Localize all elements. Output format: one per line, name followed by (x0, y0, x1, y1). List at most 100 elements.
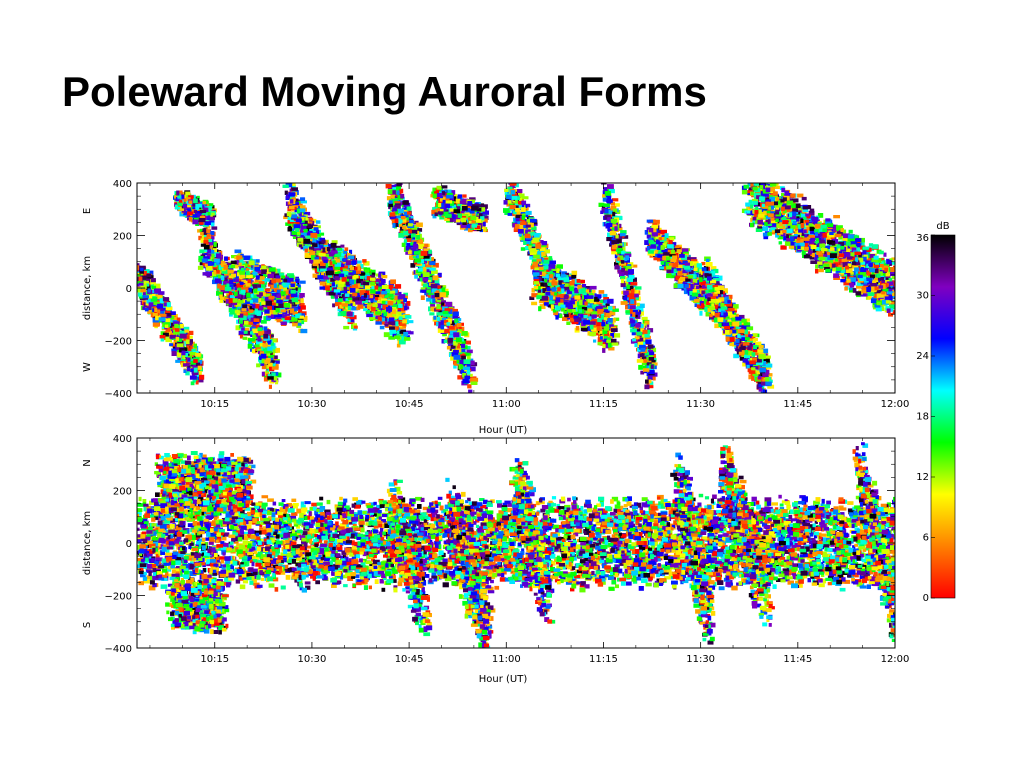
echo-point (189, 352, 197, 356)
echo-point (347, 286, 352, 292)
echo-point (381, 279, 386, 284)
echo-point (234, 289, 238, 293)
echo-point (144, 307, 149, 312)
echo-point (306, 235, 312, 240)
echo-point (278, 282, 283, 286)
echo-point (344, 293, 350, 297)
echo-point (335, 259, 341, 263)
echo-point (337, 307, 341, 312)
echo-point (318, 263, 326, 269)
echo-point (431, 288, 437, 293)
echo-point (381, 285, 389, 289)
echo-point (342, 267, 347, 271)
echo-point (154, 307, 158, 312)
echo-point (311, 260, 315, 264)
echo-point (211, 226, 218, 230)
echo-point (232, 298, 238, 303)
echo-point (190, 356, 196, 360)
echo-point (296, 208, 301, 214)
echo-point (179, 190, 183, 195)
echo-point (291, 187, 298, 191)
echo-point (216, 269, 220, 274)
echo-point (228, 274, 233, 279)
echo-point (196, 199, 200, 204)
echo-point (337, 298, 343, 303)
echo-point (365, 294, 369, 300)
echo-point (313, 259, 321, 264)
echo-point (428, 306, 432, 312)
echo-point (377, 303, 382, 308)
echo-point (399, 301, 404, 306)
echo-point (203, 256, 210, 261)
echo-point (369, 315, 376, 320)
echo-point (276, 294, 282, 299)
echo-point (228, 298, 235, 303)
echo-point (481, 218, 488, 223)
echo-point (248, 341, 254, 346)
echo-point (409, 255, 414, 260)
echo-point (381, 291, 388, 295)
echo-point (285, 313, 290, 318)
echo-point (312, 229, 320, 234)
echo-point (460, 364, 464, 369)
echo-point (137, 288, 141, 293)
echo-point (274, 306, 280, 310)
echo-point (351, 284, 359, 290)
echo-point (265, 370, 270, 375)
echo-point (183, 326, 190, 331)
echo-point (410, 242, 415, 246)
echo-point (288, 192, 295, 197)
echo-point (386, 313, 392, 318)
echo-point (437, 285, 441, 289)
echo-point (467, 384, 472, 389)
echo-point (338, 273, 345, 278)
echo-point (325, 267, 333, 271)
echo-point (313, 245, 320, 251)
echo-point (379, 294, 385, 299)
echo-point (396, 343, 401, 348)
echo-point (265, 290, 269, 294)
echo-point (459, 359, 466, 364)
echo-point (334, 266, 341, 270)
echo-point (199, 202, 206, 206)
echo-point (142, 275, 147, 280)
echo-point (360, 275, 365, 279)
echo-point (276, 299, 283, 304)
echo-point (189, 335, 193, 339)
echo-point (149, 306, 154, 310)
echo-point (396, 215, 402, 220)
echo-point (359, 294, 363, 298)
echo-point (267, 273, 275, 279)
echo-point (362, 259, 367, 263)
echo-point (205, 225, 211, 229)
echo-point (390, 320, 398, 325)
echo-point (436, 312, 444, 316)
echo-point (379, 325, 385, 330)
echo-point (388, 335, 395, 340)
echo-point (407, 320, 414, 324)
echo-point (208, 261, 215, 266)
echo-point (458, 348, 466, 353)
echo-point (137, 265, 139, 270)
echo-point (406, 235, 412, 240)
echo-point (234, 260, 240, 265)
echo-point (276, 319, 282, 323)
echo-point (275, 275, 280, 280)
echo-point (291, 287, 298, 291)
echo-point (401, 324, 406, 329)
echo-point (251, 304, 256, 309)
echo-point (285, 183, 293, 188)
echo-point (382, 304, 389, 310)
echo-point (173, 340, 180, 345)
echo-point (199, 220, 204, 225)
echo-point (370, 306, 376, 312)
echo-point (339, 291, 345, 296)
echo-point (209, 231, 215, 236)
echo-point (172, 316, 178, 322)
echo-point (208, 249, 215, 254)
echo-point (289, 274, 295, 280)
echo-point (400, 306, 404, 312)
echo-point (245, 324, 252, 328)
echo-point (353, 325, 358, 329)
echo-point (157, 295, 163, 300)
